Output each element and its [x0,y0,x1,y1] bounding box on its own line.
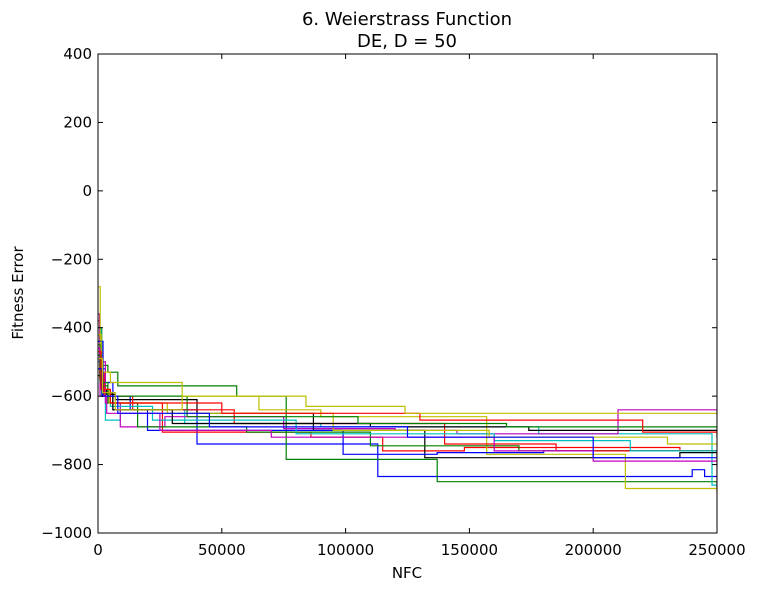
chart-subtitle: DE, D = 50 [357,31,457,52]
series-line-18 [98,357,717,414]
x-tick-label: 200000 [565,541,622,559]
series-line-15 [98,354,717,438]
x-tick-label: 100000 [317,541,374,559]
y-tick-label: −400 [51,319,92,337]
plot-frame [97,53,718,534]
x-tick-label: 0 [93,541,103,559]
y-tick-label: 400 [63,45,92,63]
chart-title: 6. Weierstrass Function [302,9,512,30]
y-tick-label: 200 [63,113,92,131]
y-axis: −1000 −800 −600 −400 −200 0 200 400 [41,45,717,542]
y-tick-label: −600 [51,387,92,405]
series-line-2 [98,327,717,489]
series-line-16 [98,351,717,438]
y-tick-label: −1000 [41,524,92,542]
x-tick-label: 150000 [441,541,498,559]
x-tick-label: 50000 [198,541,246,559]
x-tick-label: 250000 [688,541,745,559]
x-axis-label: NFC [392,564,422,582]
y-tick-label: 0 [82,182,92,200]
x-axis: 0 50000 100000 150000 200000 250000 [93,54,746,559]
y-axis-label: Fitness Error [9,246,27,340]
y-tick-label: −200 [51,250,92,268]
y-tick-label: −800 [51,456,92,474]
